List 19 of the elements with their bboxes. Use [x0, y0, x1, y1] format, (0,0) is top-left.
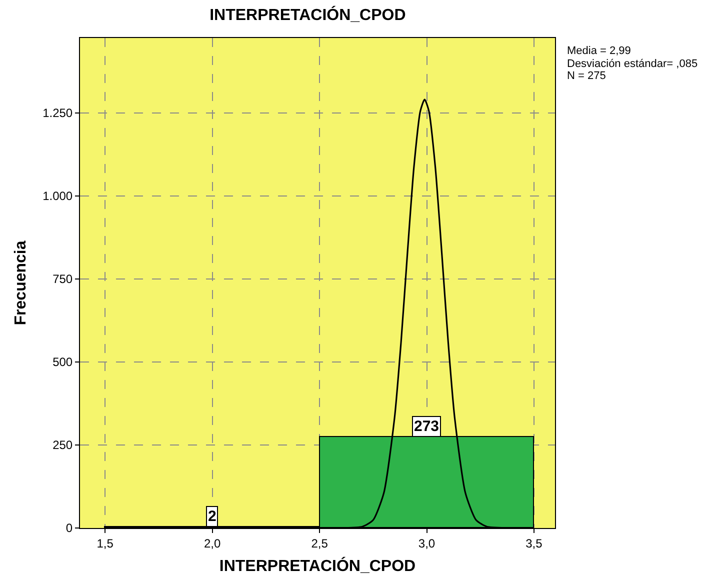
x-tick-label: 2,0 — [204, 536, 221, 550]
y-tick-label: 750 — [52, 272, 73, 286]
y-axis-title: Frecuencia — [12, 240, 30, 326]
text: Media = 2,99 — [567, 45, 631, 57]
y-tick-label: 0 — [66, 521, 73, 536]
x-tick-label: 3,0 — [418, 536, 436, 550]
chart-title: INTERPRETACIÓN_CPOD — [210, 4, 406, 24]
x-tick-label: 1,5 — [96, 536, 114, 550]
y-tick-label: 1.250 — [42, 106, 73, 120]
text: Desviación estándar= ,085 — [567, 58, 698, 70]
y-tick-label: 250 — [52, 438, 73, 452]
data-label: 273 — [414, 418, 440, 435]
y-tick-label: 500 — [52, 355, 73, 370]
data-label: 2 — [208, 508, 216, 525]
text: N = 275 — [567, 70, 606, 82]
x-tick-label: 2,5 — [311, 536, 328, 550]
x-tick-label: 3,5 — [526, 536, 543, 550]
y-tick-label: 1.000 — [42, 189, 73, 204]
x-axis-title: INTERPRETACIÓN_CPOD — [219, 556, 416, 576]
